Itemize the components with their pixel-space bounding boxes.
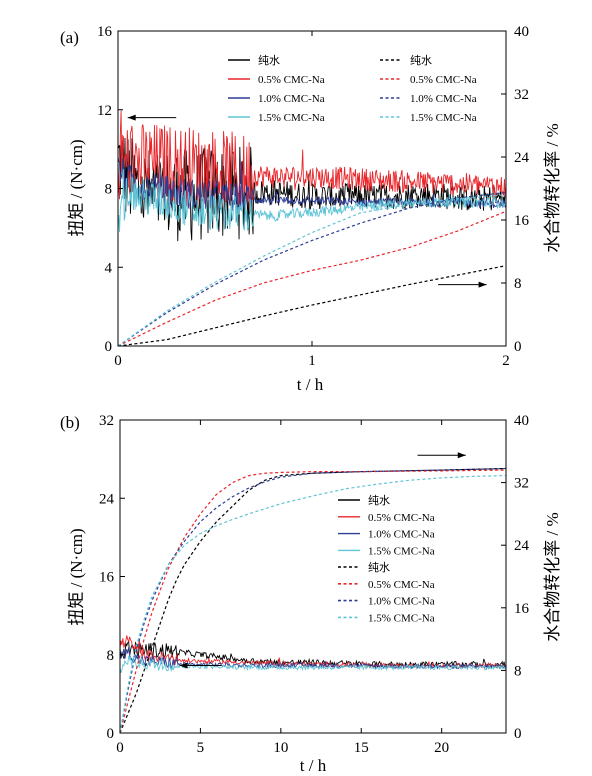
chart-b-ylabel-right: 水合物转化率 / % xyxy=(543,512,562,641)
chart-a-arrows xyxy=(127,114,487,288)
chart-a-ylabel-left: 扭矩 / (N·cm) xyxy=(67,139,86,236)
conversion-series-line xyxy=(118,191,506,346)
arrow-head xyxy=(457,452,466,459)
legend-label: 纯水 xyxy=(410,54,432,67)
x-tick-label: 10 xyxy=(273,740,288,756)
legend-label: 1.5% CMC-Na xyxy=(410,112,477,124)
torque-series-line xyxy=(118,168,506,233)
torque-series-line xyxy=(120,639,506,670)
y-right-tick-label: 8 xyxy=(514,276,522,292)
x-tick-label: 2 xyxy=(502,353,510,369)
legend-label: 1.5% CMC-Na xyxy=(368,612,435,624)
legend-label: 0.5% CMC-Na xyxy=(368,512,435,524)
legend-label: 1.0% CMC-Na xyxy=(368,596,435,608)
y-right-tick-label: 16 xyxy=(514,601,530,617)
legend-label: 1.0% CMC-Na xyxy=(368,529,435,541)
y-left-tick-label: 8 xyxy=(105,182,113,198)
legend-label: 纯水 xyxy=(368,561,390,574)
x-tick-label: 20 xyxy=(434,740,449,756)
y-right-tick-label: 8 xyxy=(514,663,522,679)
y-right-tick-label: 32 xyxy=(514,87,529,103)
y-right-tick-label: 0 xyxy=(514,339,522,355)
y-left-tick-label: 16 xyxy=(99,570,115,586)
x-tick-label: 0 xyxy=(116,740,124,756)
y-left-tick-label: 12 xyxy=(97,103,112,119)
x-tick-label: 1 xyxy=(308,353,316,369)
chart-a-xlabel: t / h xyxy=(297,375,324,394)
legend-label: 纯水 xyxy=(368,494,390,507)
legend-label: 1.0% CMC-Na xyxy=(410,93,477,105)
legend-label: 1.0% CMC-Na xyxy=(258,93,325,105)
legend-label: 0.5% CMC-Na xyxy=(258,74,325,86)
y-left-tick-label: 32 xyxy=(99,413,114,429)
chart-b-plot-area xyxy=(120,467,506,733)
y-left-tick-label: 24 xyxy=(99,491,115,507)
y-right-tick-label: 40 xyxy=(514,413,529,429)
arrow-head xyxy=(127,114,136,121)
torque-series-line xyxy=(118,110,506,212)
chart-b-legend: 纯水 0.5% CMC-Na 1.0% CMC-Na 1.5% CMC-Na 纯水 0.5… xyxy=(338,494,435,624)
chart-b-arrows xyxy=(179,452,466,669)
y-left-tick-label: 0 xyxy=(105,339,113,355)
torque-series-line xyxy=(120,655,506,673)
y-left-tick-label: 8 xyxy=(107,648,115,664)
legend-label: 1.5% CMC-Na xyxy=(368,545,435,557)
legend-label: 1.5% CMC-Na xyxy=(258,112,325,124)
conversion-series-line xyxy=(120,467,506,733)
x-tick-label: 15 xyxy=(354,740,369,756)
y-right-tick-label: 24 xyxy=(514,150,530,166)
legend-label: 0.5% CMC-Na xyxy=(410,74,477,86)
chart-a-ylabel-right: 水合物转化率 / % xyxy=(543,123,562,252)
chart-a-legend: 纯水 0.5% CMC-Na 1.0% CMC-Na 1.5% CMC-Na 纯水 0.5… xyxy=(228,54,477,124)
y-right-tick-label: 0 xyxy=(514,726,522,742)
y-right-tick-label: 32 xyxy=(514,476,529,492)
torque-series-line xyxy=(118,156,506,213)
x-tick-label: 5 xyxy=(197,740,205,756)
chart-b-ticks: 0 5 10 15 20 0 8 16 24 32 0 8 16 24 32 40 xyxy=(99,413,530,756)
arrow-head xyxy=(478,281,487,288)
arrow-head xyxy=(179,662,188,669)
chart-b-ylabel-left: 扭矩 / (N·cm) xyxy=(67,528,86,625)
y-left-tick-label: 0 xyxy=(107,726,115,742)
y-left-tick-label: 16 xyxy=(97,24,113,40)
chart-a-plot-area xyxy=(118,110,506,346)
y-left-tick-label: 4 xyxy=(105,260,113,276)
y-right-tick-label: 40 xyxy=(514,24,529,40)
conversion-series-line xyxy=(118,194,506,346)
legend-label: 0.5% CMC-Na xyxy=(368,579,435,591)
panel-label-b: (b) xyxy=(60,413,80,432)
conversion-series-line xyxy=(120,474,506,733)
x-tick-label: 0 xyxy=(114,353,122,369)
chart-b-xlabel: t / h xyxy=(300,756,327,775)
conversion-series-line xyxy=(118,210,506,346)
conversion-series-line xyxy=(120,469,506,733)
y-right-tick-label: 16 xyxy=(514,213,530,229)
y-right-tick-label: 24 xyxy=(514,538,530,554)
panel-label-a: (a) xyxy=(60,28,79,47)
chart-panel-b: (b) 0 5 10 15 20 0 8 16 24 32 0 8 16 24 32 40 t / h 扭矩 … xyxy=(60,413,562,775)
conversion-series-line xyxy=(118,265,506,346)
legend-label: 纯水 xyxy=(258,54,280,67)
conversion-series-line xyxy=(120,467,506,733)
